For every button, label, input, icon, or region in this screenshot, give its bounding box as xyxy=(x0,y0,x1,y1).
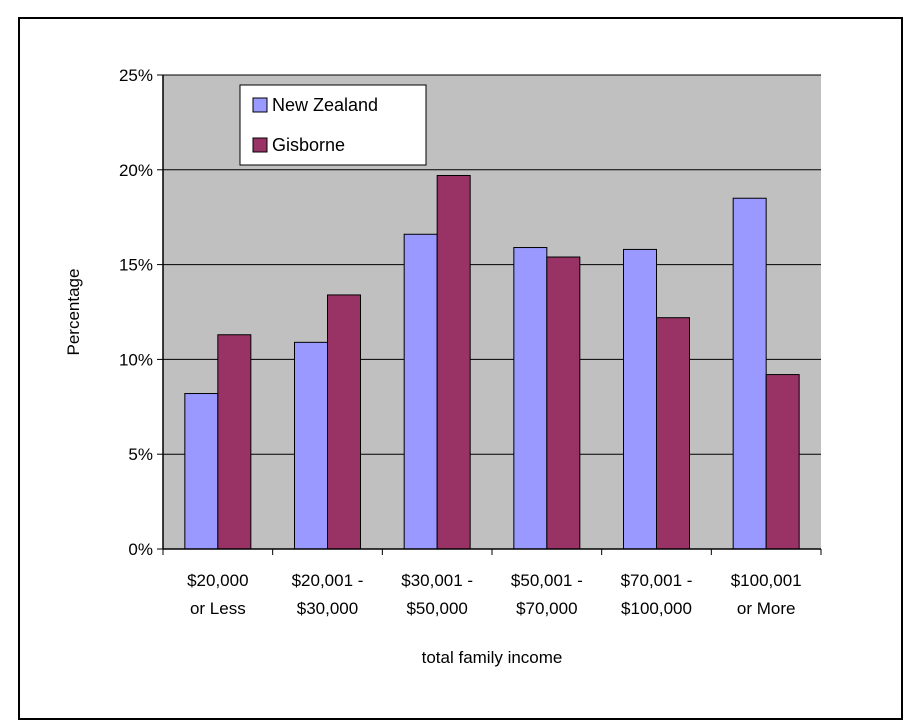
x-tick-label: $30,000 xyxy=(297,599,358,618)
legend-swatch-gisborne xyxy=(252,137,268,153)
bar xyxy=(436,174,471,550)
x-tick-label: $50,000 xyxy=(406,599,467,618)
x-tick-label: $30,001 - xyxy=(401,571,473,590)
bar xyxy=(217,334,252,550)
y-tick-label: 15% xyxy=(119,256,153,275)
x-tick-label: $20,000 xyxy=(187,571,248,590)
x-tick-label: $100,001 xyxy=(731,571,802,590)
bar xyxy=(294,341,328,550)
bar xyxy=(765,374,800,550)
bar xyxy=(546,256,581,550)
x-axis-title: total family income xyxy=(422,648,563,667)
y-axis-ticks: 0% 5% 10% 15% 20% 25% xyxy=(119,66,163,559)
y-axis-title: Percentage xyxy=(64,269,83,356)
bar xyxy=(656,317,690,550)
y-tick-label: 25% xyxy=(119,66,153,85)
x-tick-label: $70,001 - xyxy=(621,571,693,590)
legend: New Zealand Gisborne xyxy=(239,84,427,166)
bar xyxy=(513,247,548,550)
bar-series-group xyxy=(184,174,800,550)
x-tick-label: $50,001 - xyxy=(511,571,583,590)
y-tick-label: 0% xyxy=(128,540,153,559)
y-tick-label: 10% xyxy=(119,350,153,369)
x-axis-ticks: $20,000 or Less $20,001 - $30,000 $30,001 - $… xyxy=(162,549,822,618)
legend-box xyxy=(239,84,427,166)
x-tick-label: $20,001 - xyxy=(292,571,364,590)
y-tick-label: 5% xyxy=(128,445,153,464)
x-tick-label: $70,000 xyxy=(516,599,577,618)
gridlines xyxy=(163,74,821,455)
legend-label-gisborne: Gisborne xyxy=(272,135,345,155)
bar xyxy=(623,248,657,550)
bar xyxy=(184,393,219,550)
bar xyxy=(327,294,361,550)
bar xyxy=(403,233,438,550)
bar xyxy=(732,197,767,550)
legend-swatch-new-zealand xyxy=(252,97,268,113)
y-tick-label: 20% xyxy=(119,161,153,180)
x-tick-label: or More xyxy=(737,599,796,618)
x-tick-label: $100,000 xyxy=(621,599,692,618)
x-tick-label: or Less xyxy=(190,599,246,618)
legend-label-new-zealand: New Zealand xyxy=(272,95,378,115)
